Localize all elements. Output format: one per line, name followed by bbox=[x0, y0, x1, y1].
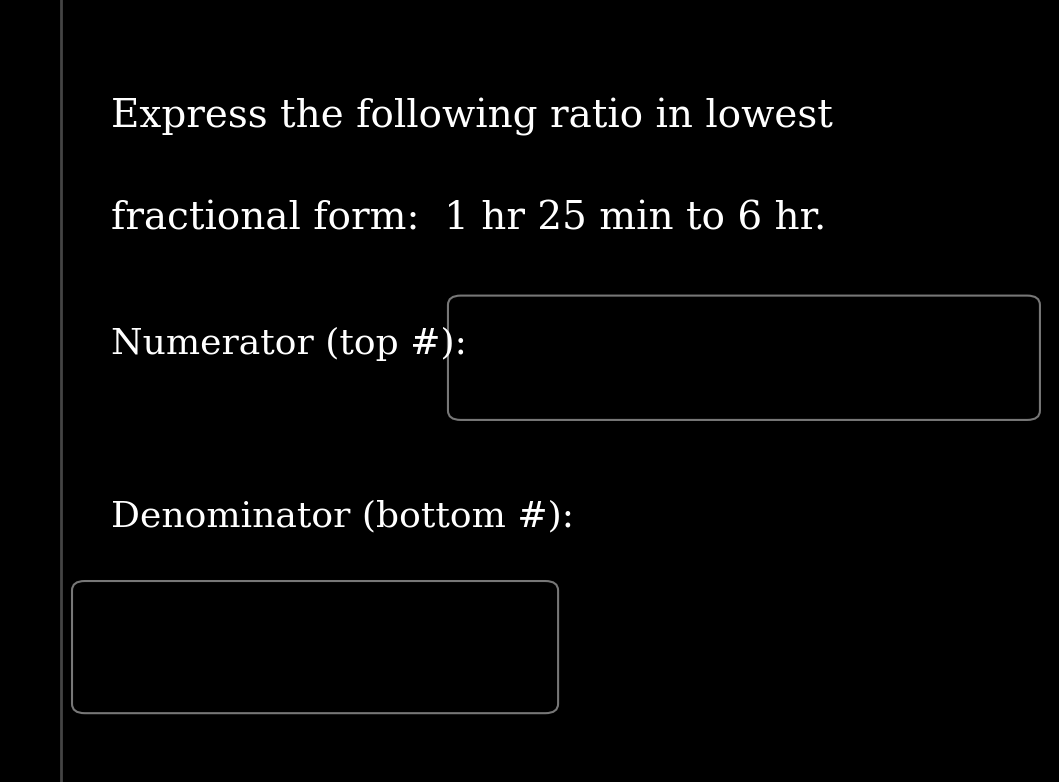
Text: Numerator (top #):: Numerator (top #): bbox=[111, 327, 467, 361]
Text: Express the following ratio in lowest: Express the following ratio in lowest bbox=[111, 99, 833, 136]
Text: Denominator (bottom #):: Denominator (bottom #): bbox=[111, 499, 574, 533]
FancyBboxPatch shape bbox=[448, 296, 1040, 420]
FancyBboxPatch shape bbox=[72, 581, 558, 713]
Text: fractional form:  1 hr 25 min to 6 hr.: fractional form: 1 hr 25 min to 6 hr. bbox=[111, 200, 826, 238]
